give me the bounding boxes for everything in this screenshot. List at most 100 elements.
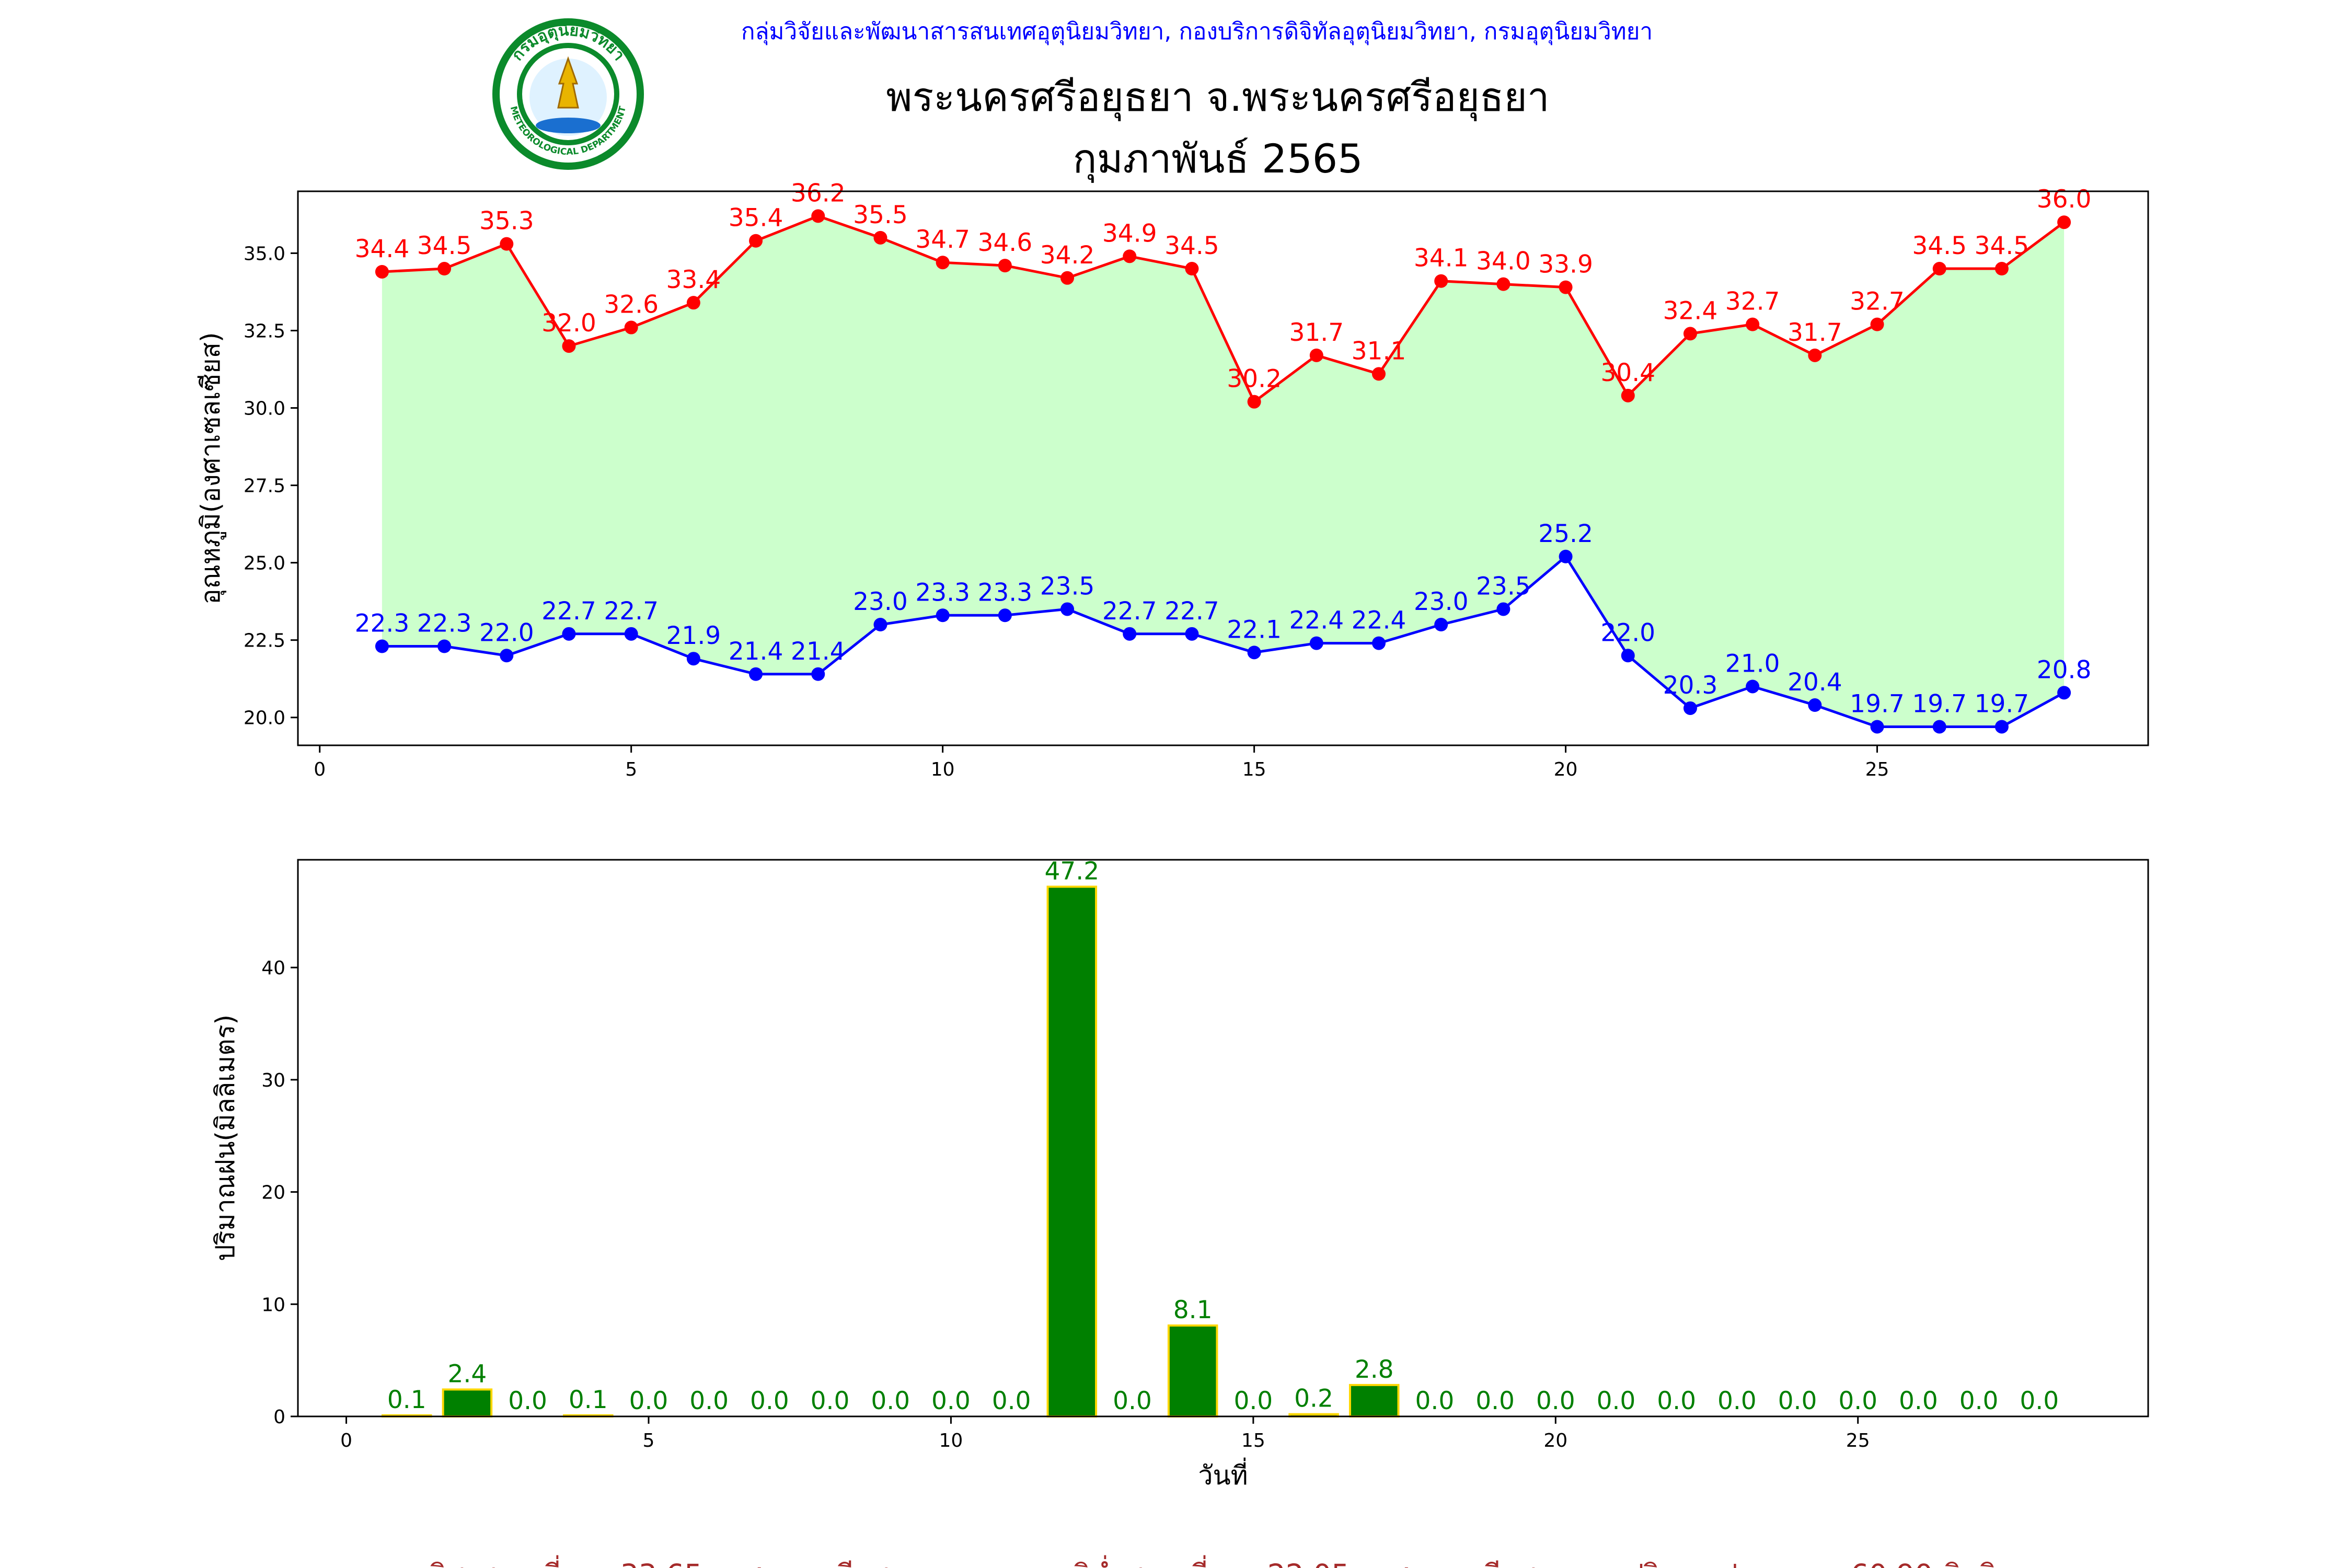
temp-min-label: 22.0	[479, 618, 534, 647]
temp-max-label: 36.2	[791, 179, 846, 207]
rainfall-labels: 0.1 2.4 0.0 0.1 0.0 0.0 0.0 0.0 0.0 0.0 0.0 47.2 0.0…	[387, 857, 2059, 1415]
rain-bar-label: 2.8	[1355, 1355, 1394, 1384]
temp-max-label: 32.7	[1725, 287, 1780, 316]
temp-min-label: 23.3	[978, 578, 1033, 607]
rain-bar-label: 0.0	[1838, 1387, 1877, 1415]
temp-min-label: 22.3	[355, 609, 410, 638]
temp-y-tick-label: 27.5	[244, 476, 285, 497]
temp-max-label: 35.3	[479, 207, 534, 236]
rain-bar-label: 0.1	[569, 1386, 608, 1414]
temp-min-label: 25.2	[1538, 520, 1593, 548]
temp-max-point	[873, 230, 887, 245]
rain-y-tick-label: 10	[261, 1294, 285, 1316]
temp-max-label: 33.4	[666, 266, 721, 294]
temp-max-point	[1371, 367, 1386, 381]
temp-max-label: 34.5	[417, 232, 472, 260]
temp-min-label: 23.0	[853, 587, 908, 616]
temp-min-label: 22.0	[1600, 618, 1655, 647]
temp-min-point	[1496, 602, 1511, 616]
temp-max-point	[1870, 317, 1884, 331]
rain-bar-label: 0.0	[871, 1387, 910, 1415]
temperature-range-fill	[382, 216, 2065, 727]
rain-y-tick-label: 30	[261, 1070, 285, 1091]
rain-bar-label: 0.0	[1536, 1387, 1575, 1415]
temp-max-point	[1309, 348, 1323, 362]
rain-bar-label: 0.0	[508, 1387, 547, 1415]
temp-max-label: 32.7	[1850, 287, 1905, 316]
rain-x-tick-label: 15	[1241, 1430, 1265, 1451]
temp-x-tick-label: 0	[314, 759, 326, 780]
temp-max-label: 32.4	[1663, 296, 1718, 325]
temp-min-point	[1185, 627, 1199, 641]
temp-min-point	[624, 627, 638, 641]
temp-min-point	[437, 639, 452, 653]
rain-y-tick-label: 40	[261, 958, 285, 979]
temp-max-point	[936, 256, 950, 270]
temp-min-point	[1123, 627, 1137, 641]
temp-max-label: 34.0	[1476, 247, 1531, 276]
temp-max-label: 30.4	[1600, 359, 1655, 387]
rainfall-x-axis-label: วันที่	[1198, 1458, 1248, 1491]
temp-max-label: 31.1	[1352, 337, 1406, 365]
temp-max-label: 34.4	[355, 235, 410, 263]
temp-max-label: 33.9	[1538, 250, 1593, 279]
temp-min-label: 19.7	[1975, 689, 2030, 718]
rain-bar	[1348, 1383, 1400, 1418]
rain-bar-label: 0.0	[2020, 1387, 2059, 1415]
temperature-y-axis-label: อุณหภูมิ(องศาเซลเซียส)	[195, 332, 226, 604]
temp-max-point	[624, 320, 638, 335]
temp-min-label: 23.0	[1414, 587, 1469, 616]
temp-min-point	[1060, 602, 1075, 616]
rain-bar-label: 0.0	[992, 1387, 1031, 1415]
rain-bar-label: 0.0	[811, 1387, 850, 1415]
temp-y-tick-label: 35.0	[244, 243, 285, 264]
temp-max-point	[1808, 348, 1822, 362]
rain-bar-label: 0.0	[689, 1387, 729, 1415]
rain-x-tick-label: 25	[1846, 1430, 1870, 1451]
temp-min-label: 21.0	[1725, 649, 1780, 678]
temp-min-label: 23.5	[1040, 572, 1095, 601]
rain-bar	[442, 1388, 493, 1418]
temp-max-point	[1185, 262, 1199, 276]
temp-min-point	[1746, 679, 1760, 694]
temperature-fill	[382, 216, 2065, 727]
temp-max-point	[562, 339, 576, 353]
temp-min-point	[873, 618, 887, 632]
rain-bar-label: 0.0	[931, 1387, 971, 1415]
temp-max-point	[1994, 262, 2009, 276]
temp-x-tick-label: 25	[1865, 759, 1889, 780]
period-title: กุมภาพันธ์ 2565	[1073, 135, 1363, 183]
agency-text: กลุ่มวิจัยและพัฒนาสารสนเทศอุตุนิยมวิทยา,…	[741, 18, 1653, 45]
temp-min-point	[375, 639, 389, 653]
rain-bar-label: 0.0	[1415, 1387, 1455, 1415]
temp-min-point	[749, 667, 763, 681]
temp-min-point	[1434, 618, 1448, 632]
temp-max-label: 34.2	[1040, 241, 1095, 270]
temperature-y-ticks: 20.0 22.5 25.0 27.5 30.0 32.5 35.0	[244, 243, 298, 729]
summary-avg-min: อุณหภูมิต่ำสุดเฉลี่ย = 22.05 องศาเซลเซีย…	[989, 1555, 1535, 1568]
temp-max-point	[437, 262, 452, 276]
temp-max-point	[1621, 388, 1635, 402]
temperature-labels: 34.4 34.535.332.032.633.435.436.235.534.7…	[355, 179, 2092, 718]
temp-min-label: 21.9	[666, 621, 721, 650]
station-title: พระนครศรีอยุธยา จ.พระนครศรีอยุธยา	[886, 74, 1549, 121]
temp-max-label: 30.2	[1227, 365, 1282, 394]
temp-max-point	[686, 296, 700, 310]
temp-min-point	[1309, 636, 1323, 650]
temp-max-point	[811, 209, 825, 223]
temp-max-point	[1434, 274, 1448, 288]
temp-x-tick-label: 5	[625, 759, 637, 780]
temp-max-point	[1683, 327, 1697, 341]
rainfall-chart: 0.1 2.4 0.0 0.1 0.0 0.0 0.0 0.0 0.0 0.0 0.0 47.2 0.0…	[210, 857, 2149, 1491]
temp-max-point	[500, 237, 514, 251]
temp-min-line	[382, 555, 2065, 728]
temp-min-label: 22.4	[1352, 606, 1406, 635]
temp-y-tick-label: 32.5	[244, 320, 285, 342]
temp-max-label: 35.4	[729, 204, 783, 233]
temp-min-label: 22.7	[604, 597, 659, 626]
rainfall-y-axis-label: ปริมาณฝน(มิลลิเมตร)	[210, 1014, 240, 1261]
rain-bar-label: 0.0	[1233, 1387, 1273, 1415]
temp-min-label: 21.4	[791, 637, 846, 666]
temp-min-point	[686, 652, 700, 666]
temp-max-label: 34.6	[978, 228, 1033, 257]
